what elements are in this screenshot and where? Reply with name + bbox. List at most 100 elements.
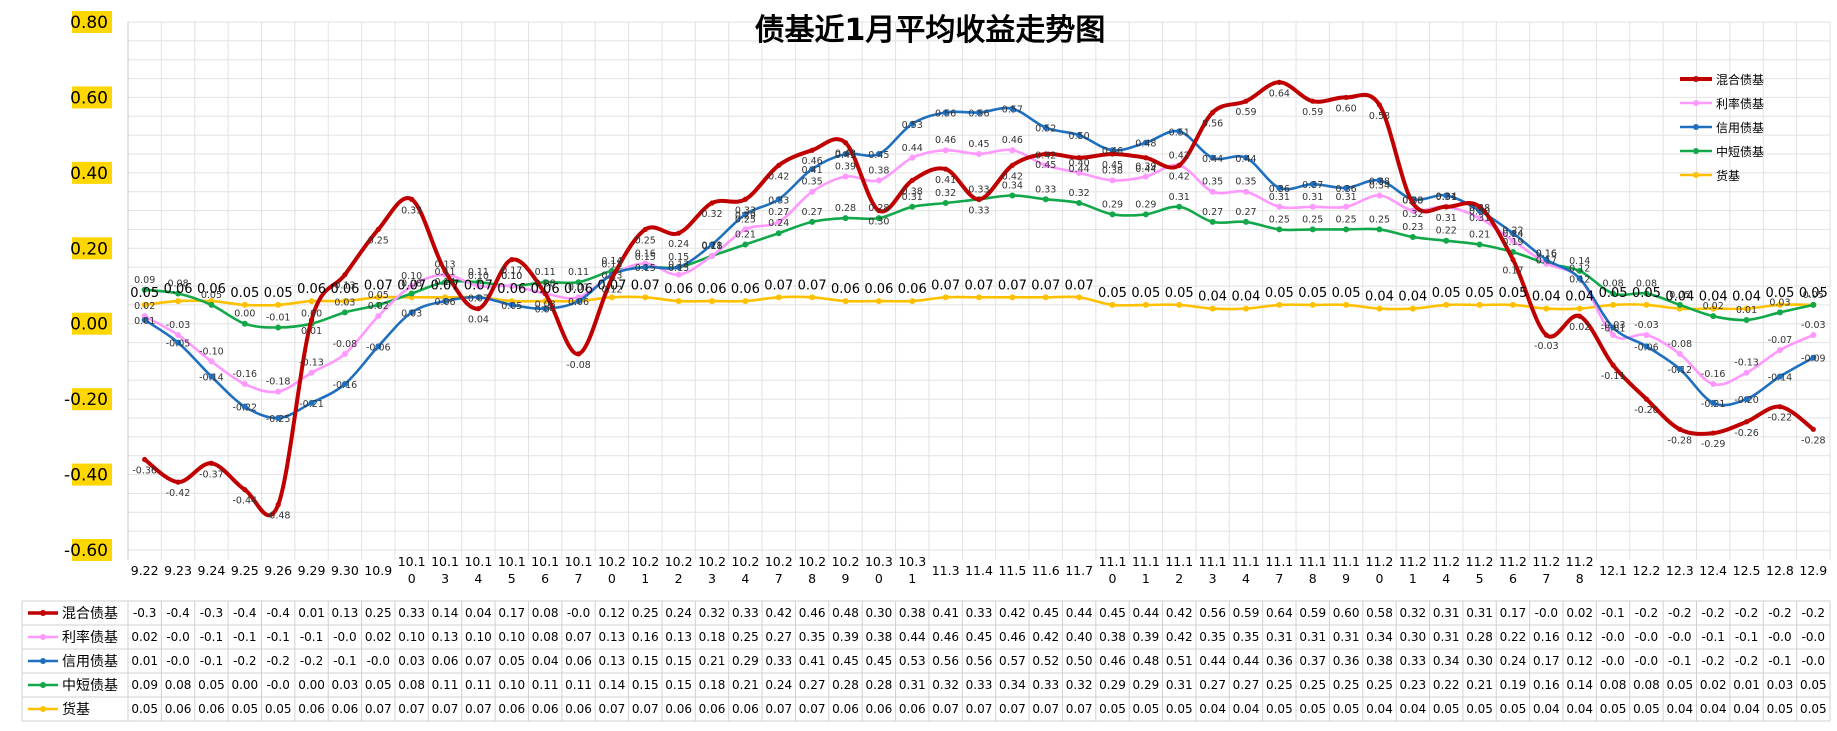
data-label: 0.03 xyxy=(401,308,422,319)
data-label: 0.04 xyxy=(1232,290,1261,305)
data-point xyxy=(1743,305,1750,312)
data-label: 0.59 xyxy=(1302,107,1323,118)
data-label: 0.35 xyxy=(802,177,823,188)
data-point xyxy=(208,301,215,308)
legend-label: 混合债基 xyxy=(1716,72,1764,87)
table-cell: 0.06 xyxy=(432,654,459,668)
table-cell: 0.08 xyxy=(165,678,192,692)
data-point xyxy=(742,211,749,218)
x-tick-label: 9.30 xyxy=(331,563,359,578)
data-label: 0.29 xyxy=(735,210,756,221)
data-point xyxy=(1142,139,1149,146)
data-point xyxy=(1376,226,1383,233)
data-point xyxy=(1743,419,1750,425)
table-cell: 0.13 xyxy=(432,630,459,644)
table-cell: -0.0 xyxy=(1601,630,1624,644)
data-point xyxy=(1509,301,1516,308)
data-point xyxy=(1543,305,1550,312)
data-label: 0.10 xyxy=(401,271,422,282)
x-tick-label: 11.3 xyxy=(932,563,960,578)
table-cell: 0.27 xyxy=(799,678,826,692)
table-cell: 0.31 xyxy=(1266,630,1293,644)
data-label: 0.05 xyxy=(264,286,293,301)
table-cell: 0.10 xyxy=(498,630,525,644)
data-label: 0.04 xyxy=(1532,290,1561,305)
data-label: 0.05 xyxy=(1298,286,1327,301)
x-tick-label: 11.2 0 xyxy=(1366,554,1394,586)
table-cell: -0.1 xyxy=(1668,654,1691,668)
data-label: 0.06 xyxy=(330,282,359,297)
table-cell: -0.2 xyxy=(1635,606,1658,620)
data-label: 0.06 xyxy=(864,282,893,297)
x-tick-label: 10.2 3 xyxy=(698,554,726,586)
table-cell: 0.07 xyxy=(1032,702,1059,716)
data-label: 0.05 xyxy=(368,290,389,301)
data-label: 0.33 xyxy=(735,205,756,216)
data-label: 0.11 xyxy=(568,267,589,278)
table-cell: 0.44 xyxy=(899,630,926,644)
data-label: 0.31 xyxy=(1302,192,1323,203)
data-label: 0.56 xyxy=(1202,119,1223,130)
data-point xyxy=(1376,192,1383,199)
data-label: 0.06 xyxy=(197,282,226,297)
data-point xyxy=(809,166,816,173)
data-label: 0.11 xyxy=(434,267,455,278)
data-label: -0.18 xyxy=(266,377,291,388)
table-row-name: 利率债基 xyxy=(62,629,118,646)
table-cell: 0.32 xyxy=(1399,606,1426,620)
x-tick-label: 10.3 0 xyxy=(865,554,893,586)
table-cell: 0.15 xyxy=(665,678,692,692)
table-cell: 0.25 xyxy=(732,630,759,644)
data-point xyxy=(442,279,449,286)
table-cell: 0.08 xyxy=(398,678,425,692)
table-cell: 0.56 xyxy=(966,654,993,668)
data-label: -0.16 xyxy=(333,380,358,391)
series-line xyxy=(143,80,1815,518)
data-label: 0.25 xyxy=(1336,214,1357,225)
y-tick-label: 0.20 xyxy=(70,239,108,259)
data-label: -0.21 xyxy=(299,399,324,410)
data-point xyxy=(709,200,715,206)
data-point xyxy=(1176,162,1182,168)
table-cell: 0.39 xyxy=(832,630,859,644)
data-label: 0.13 xyxy=(668,260,689,271)
data-label: -0.01 xyxy=(1601,323,1626,334)
data-point xyxy=(275,324,282,331)
data-point xyxy=(1743,369,1750,376)
data-point xyxy=(508,301,515,308)
table-cell: -0.2 xyxy=(266,654,289,668)
table-cell: 0.22 xyxy=(1500,630,1527,644)
data-point xyxy=(1209,188,1216,195)
data-point xyxy=(1309,203,1316,210)
data-label: 0.59 xyxy=(1235,107,1256,118)
data-label: 0.04 xyxy=(1398,290,1427,305)
table-cell: 0.04 xyxy=(532,654,559,668)
x-tick-label: 11.2 5 xyxy=(1466,554,1494,586)
gridlines xyxy=(127,21,1831,560)
data-label: 0.11 xyxy=(535,267,556,278)
data-point xyxy=(976,196,982,202)
table-cell: 0.57 xyxy=(999,654,1026,668)
x-tick-label: 10.2 4 xyxy=(731,554,759,586)
data-point xyxy=(709,298,716,305)
table-cell: 0.25 xyxy=(1266,678,1293,692)
x-tick-label: 10.3 1 xyxy=(898,554,926,586)
data-label: 0.06 xyxy=(497,282,526,297)
table-cell: -0.0 xyxy=(1768,630,1791,644)
data-point xyxy=(575,279,582,286)
data-point xyxy=(875,215,882,222)
data-point xyxy=(1309,226,1316,233)
data-label: 0.45 xyxy=(868,150,889,161)
data-label: 0.31 xyxy=(1436,192,1457,203)
table-cell: 0.05 xyxy=(498,654,525,668)
data-point xyxy=(1476,215,1483,222)
data-label: 0.05 xyxy=(1599,286,1628,301)
data-point xyxy=(308,399,315,406)
x-tick-label: 9.25 xyxy=(231,563,259,578)
data-point xyxy=(275,502,281,508)
data-point xyxy=(809,294,816,301)
table-cell: 0.15 xyxy=(632,678,659,692)
table-cell: 0.05 xyxy=(1133,702,1160,716)
data-label: 0.05 xyxy=(1669,290,1690,301)
y-tick-label: -0.60 xyxy=(64,541,108,561)
